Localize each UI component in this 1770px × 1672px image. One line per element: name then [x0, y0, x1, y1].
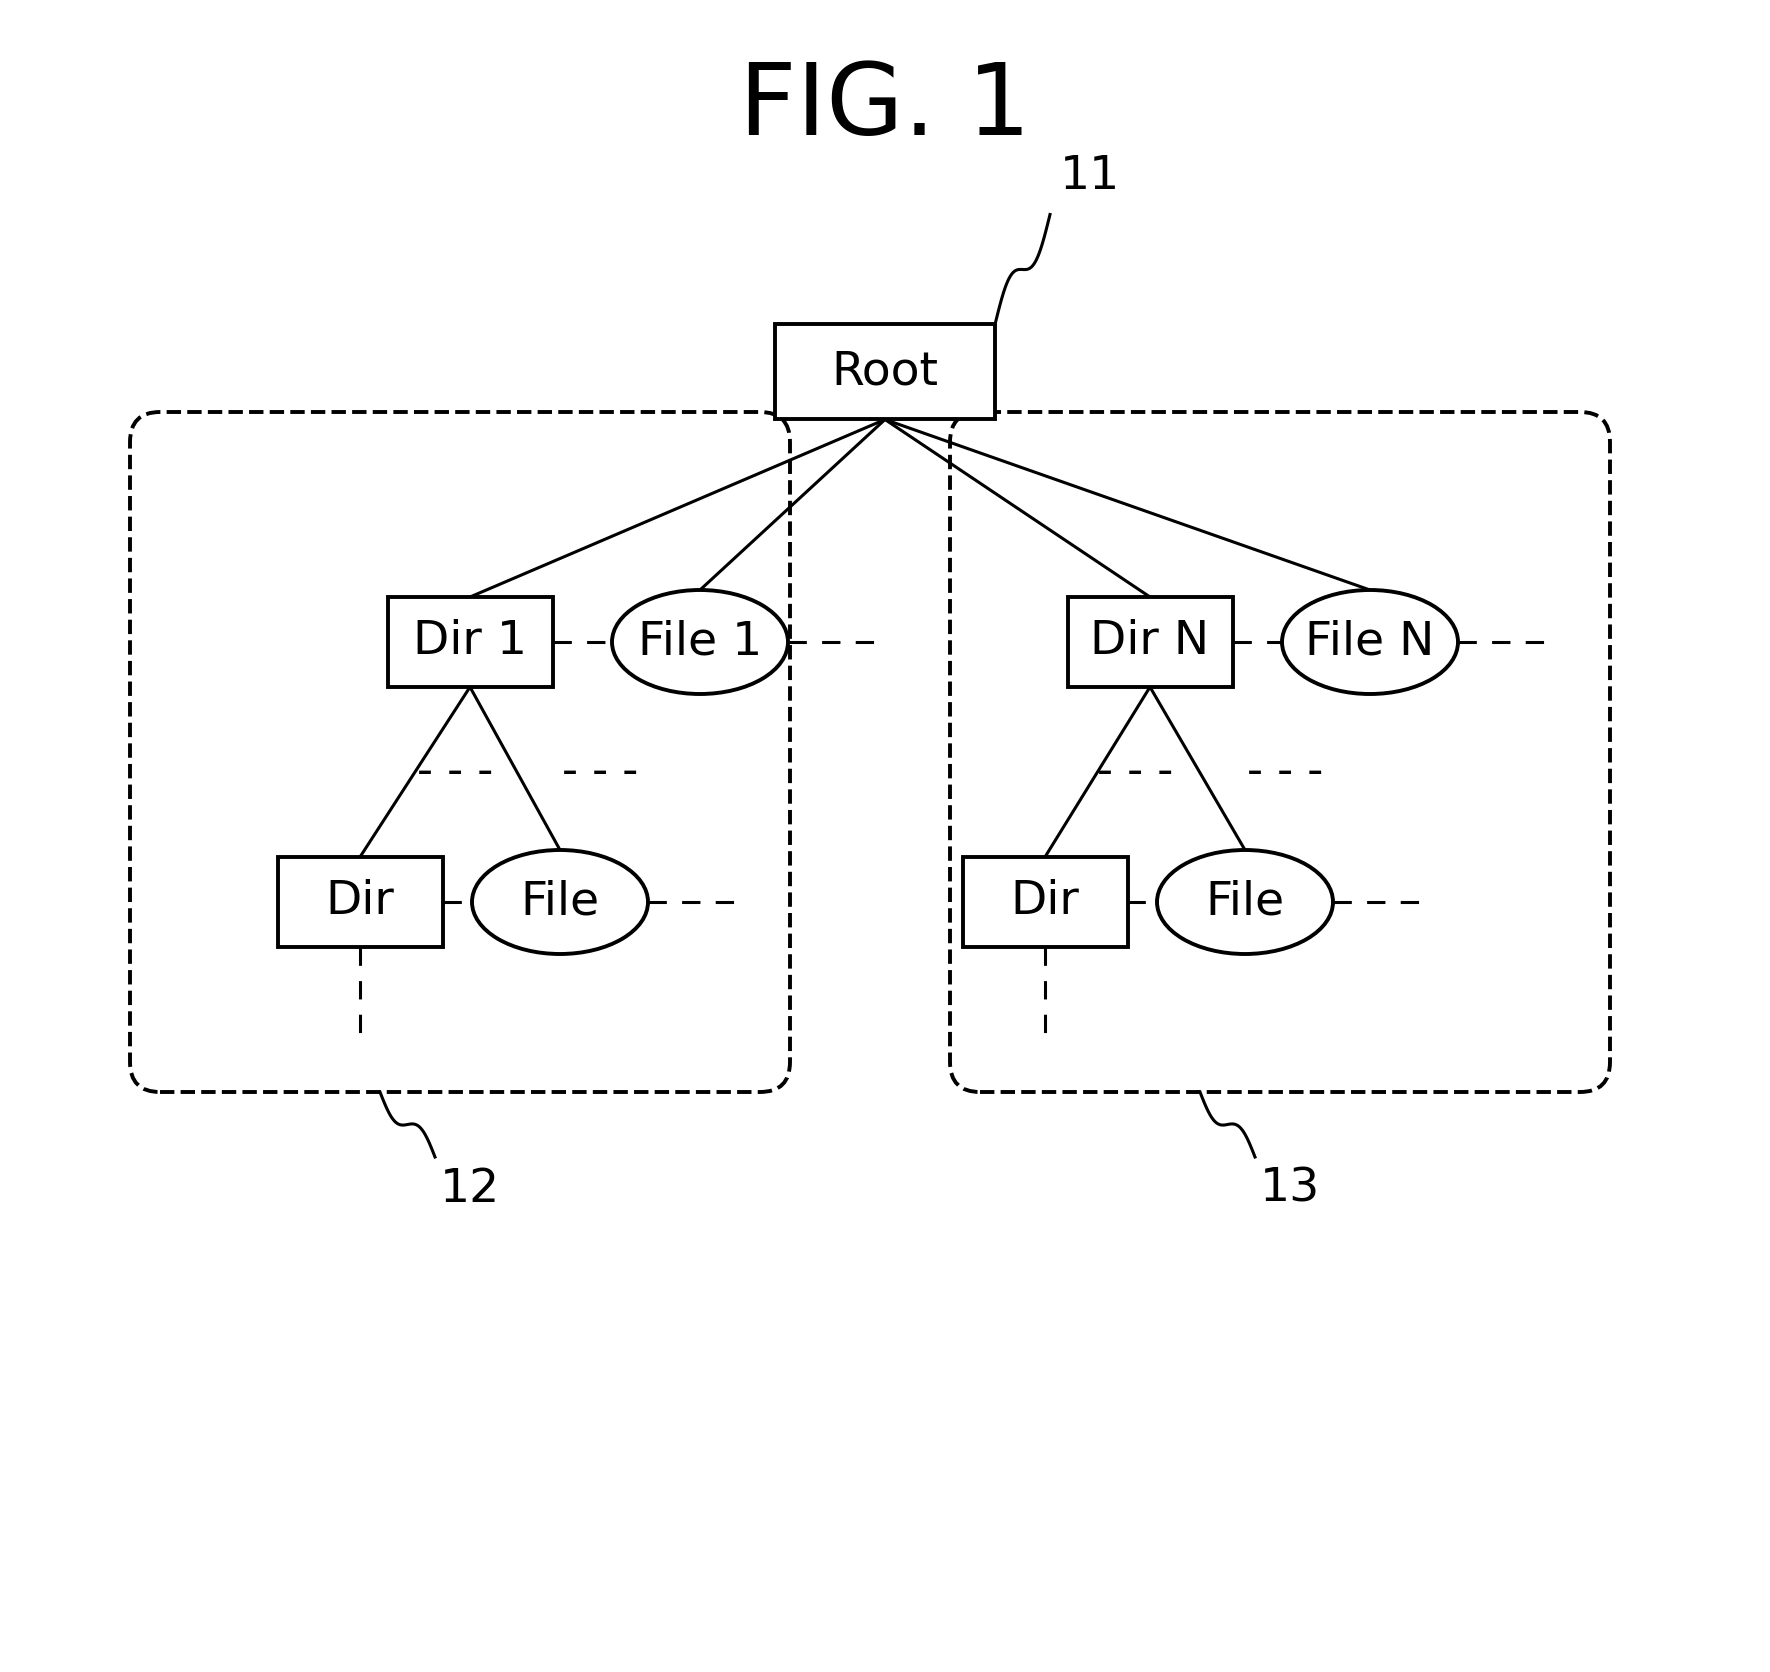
FancyBboxPatch shape [963, 858, 1127, 946]
Ellipse shape [612, 590, 788, 694]
FancyBboxPatch shape [775, 324, 995, 420]
Text: Dir: Dir [326, 879, 395, 925]
Text: - - -: - - - [1246, 751, 1324, 794]
Text: Root: Root [832, 349, 938, 395]
FancyBboxPatch shape [278, 858, 442, 946]
Text: 11: 11 [1060, 154, 1120, 199]
Text: - - -: - - - [561, 751, 639, 794]
Text: File N: File N [1304, 620, 1435, 664]
Text: File: File [520, 879, 600, 925]
Ellipse shape [1158, 849, 1333, 955]
FancyBboxPatch shape [388, 597, 552, 687]
Text: File 1: File 1 [637, 620, 763, 664]
Text: Dir N: Dir N [1090, 620, 1209, 664]
Text: FIG. 1: FIG. 1 [740, 59, 1030, 155]
Ellipse shape [1281, 590, 1458, 694]
Ellipse shape [473, 849, 648, 955]
Text: File: File [1205, 879, 1285, 925]
Text: 12: 12 [441, 1167, 501, 1212]
Text: - - -: - - - [418, 751, 494, 794]
Text: - - -: - - - [1097, 751, 1174, 794]
FancyBboxPatch shape [1067, 597, 1232, 687]
Text: Dir 1: Dir 1 [412, 620, 527, 664]
Text: Dir: Dir [1011, 879, 1080, 925]
Text: 13: 13 [1260, 1167, 1320, 1212]
